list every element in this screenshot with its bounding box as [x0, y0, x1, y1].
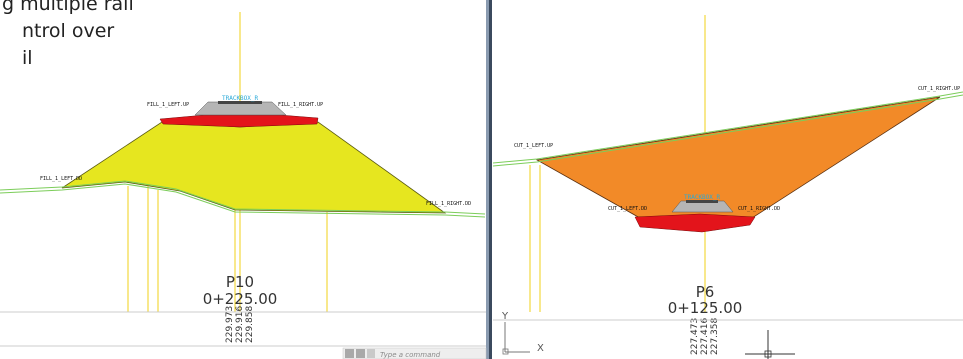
command-icon[interactable]	[367, 349, 375, 358]
point-label: FILL_1_RIGHT.DD	[426, 201, 471, 207]
elevation: 227.358	[710, 318, 720, 355]
subgrade	[634, 213, 756, 233]
section-station: 0+125.00	[668, 299, 743, 317]
ground-line	[492, 91, 963, 164]
command-icon[interactable]	[345, 349, 354, 358]
ucs-x: X	[537, 343, 544, 354]
command-line[interactable]: Type a command	[342, 347, 487, 359]
ucs-y: Y	[501, 311, 509, 322]
ground-line	[492, 94, 963, 167]
ground-line	[0, 183, 486, 218]
divider	[489, 0, 492, 359]
command-input[interactable]: Type a command	[380, 351, 441, 359]
intro-line: il	[22, 47, 33, 69]
divider	[486, 0, 489, 359]
ground-line	[0, 180, 486, 215]
point-label: CUT_1_LEFT.UP	[514, 143, 553, 149]
crosshair-box	[764, 350, 772, 358]
command-icon[interactable]	[356, 349, 365, 358]
command-bar[interactable]	[342, 347, 487, 359]
right-section: TRACKBOX_R CUT_1_LEFT.UP CUT_1_RIGHT.UP …	[492, 15, 963, 359]
section-station: 0+225.00	[203, 290, 278, 308]
elevation: 229.916	[235, 306, 245, 343]
ballast	[194, 101, 287, 116]
point-label: FILL_1_LEFT.UP	[147, 102, 189, 108]
point-label: CUT_1_RIGHT.DD	[738, 206, 780, 212]
point-label: FILL_1_LEFT.DD	[40, 176, 82, 182]
point-label: FILL_1_RIGHT.UP	[278, 102, 323, 108]
elevation: 229.858	[245, 306, 255, 343]
point-label: CUT_1_RIGHT.UP	[918, 86, 960, 92]
elevation: 227.416	[700, 318, 710, 355]
intro-line: g multiple rail	[2, 0, 134, 15]
point-label: CUT_1_LEFT.DD	[608, 206, 647, 212]
trackbox-label: TRACKBOX_R	[684, 194, 721, 201]
ballast	[671, 200, 734, 213]
sleeper	[218, 101, 262, 104]
trackbox-label: TRACKBOX_R	[222, 95, 259, 102]
intro-line: ntrol over	[22, 20, 114, 42]
elevation: 229.973	[225, 306, 235, 343]
left-section: TRACKBOX_R FILL_1_LEFT.UP FILL_1_RIGHT.U…	[0, 12, 486, 347]
elevation: 227.473	[690, 318, 700, 355]
ucs-origin	[502, 348, 509, 355]
sleeper	[686, 200, 718, 203]
section-name: P6	[696, 283, 715, 301]
section-name: P10	[226, 273, 254, 291]
